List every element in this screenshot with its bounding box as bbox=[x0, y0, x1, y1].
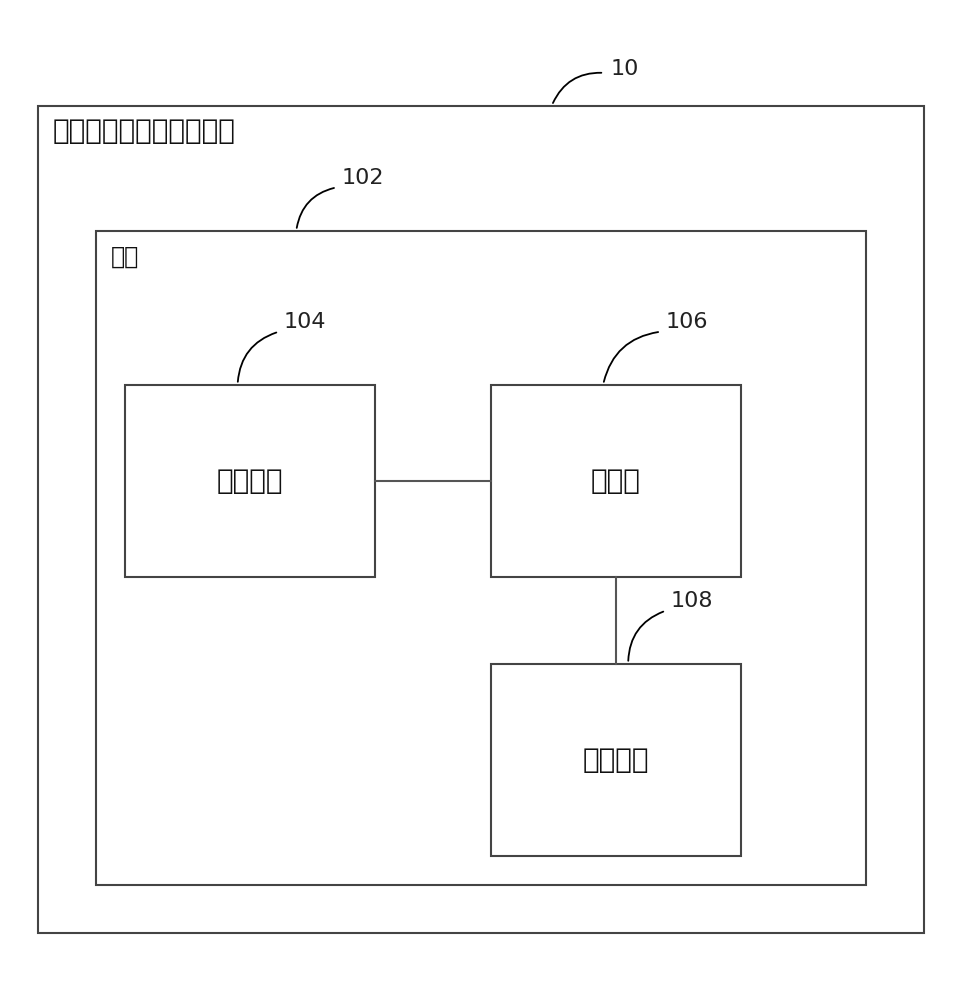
Text: 102: 102 bbox=[341, 168, 383, 188]
Text: 10: 10 bbox=[610, 59, 638, 79]
Text: 套体: 套体 bbox=[111, 245, 138, 269]
Text: 通信模块: 通信模块 bbox=[216, 467, 283, 495]
Bar bbox=[490, 385, 740, 577]
Text: 发热模块: 发热模块 bbox=[581, 746, 649, 774]
Bar bbox=[96, 231, 865, 885]
Bar bbox=[125, 385, 375, 577]
Text: 106: 106 bbox=[665, 312, 707, 332]
Bar bbox=[490, 664, 740, 856]
Text: 104: 104 bbox=[283, 312, 326, 332]
Text: 处理器: 处理器 bbox=[590, 467, 640, 495]
Bar bbox=[38, 106, 923, 933]
Text: 108: 108 bbox=[670, 591, 712, 611]
Text: 适用于移动终端的保护套: 适用于移动终端的保护套 bbox=[53, 117, 235, 145]
